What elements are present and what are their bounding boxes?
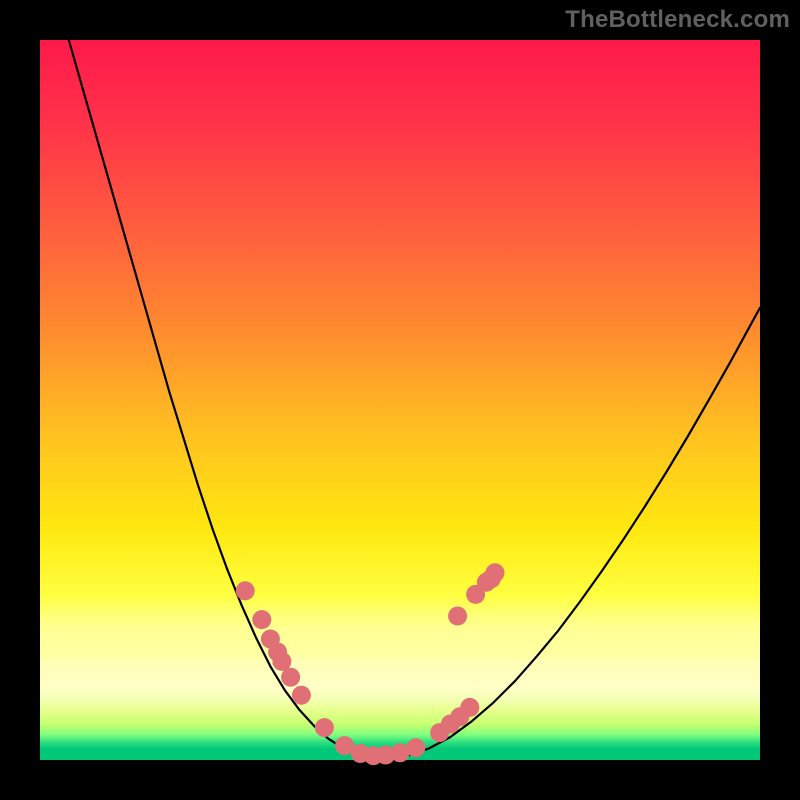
watermark-text: TheBottleneck.com: [565, 6, 790, 34]
marker-point: [406, 738, 425, 757]
bottom-band: [40, 659, 760, 695]
marker-point: [281, 668, 300, 687]
bottleneck-chart: [0, 0, 800, 800]
marker-point: [448, 607, 467, 626]
bottom-band: [40, 616, 760, 659]
marker-point: [252, 610, 271, 629]
marker-point: [315, 718, 334, 737]
marker-point: [482, 569, 501, 588]
chart-root: { "watermark": "TheBottleneck.com", "can…: [0, 0, 800, 800]
marker-point: [292, 686, 311, 705]
marker-point: [236, 581, 255, 600]
marker-point: [460, 698, 479, 717]
